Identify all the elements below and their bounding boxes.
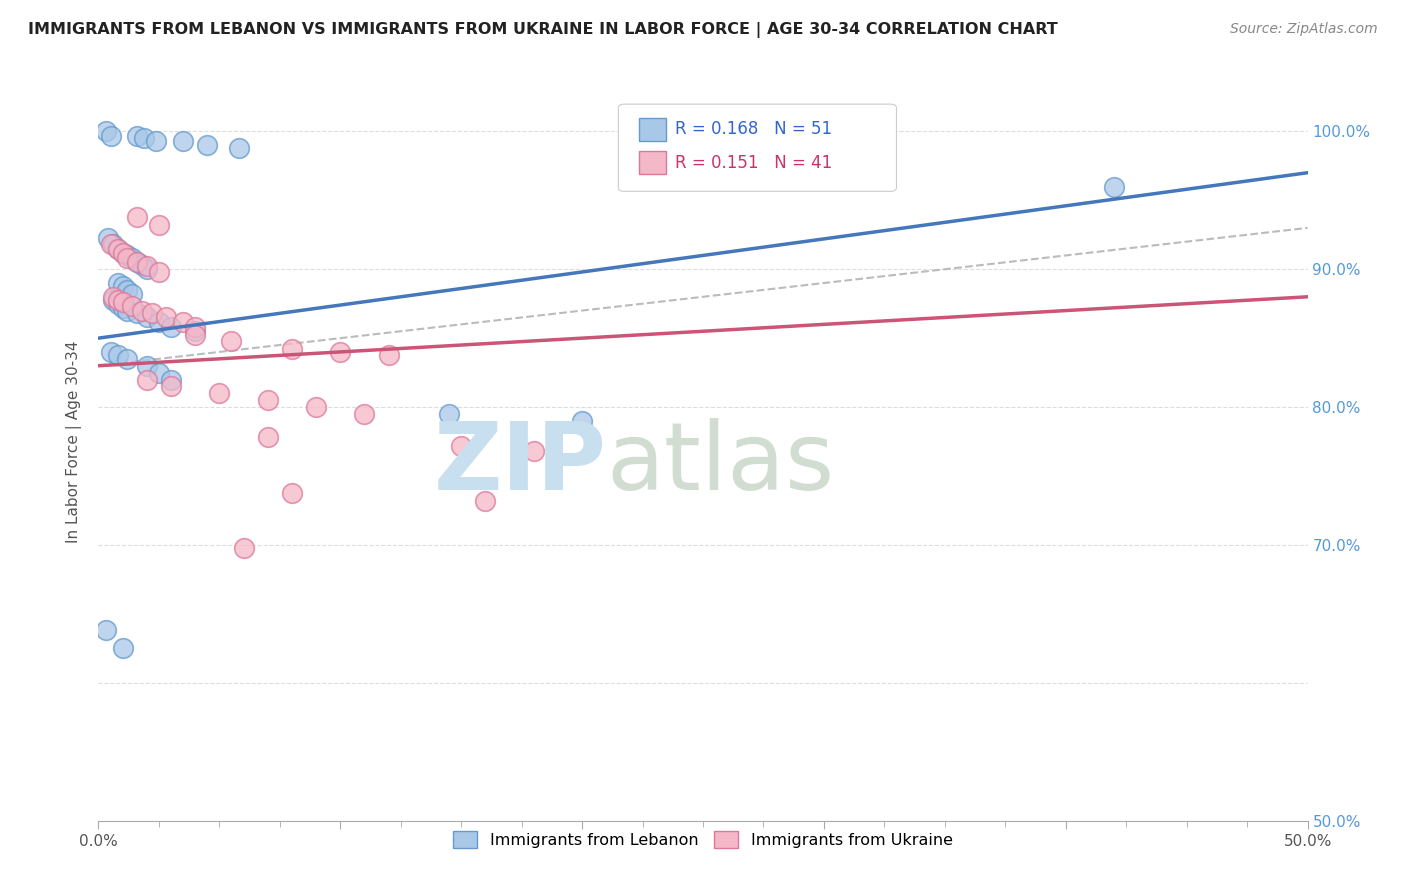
Point — [127, 210, 149, 224]
Point — [172, 315, 194, 329]
Point — [148, 366, 170, 380]
Text: R = 0.168   N = 51: R = 0.168 N = 51 — [675, 120, 832, 138]
Point — [117, 283, 139, 297]
Point — [160, 379, 183, 393]
Point — [117, 251, 139, 265]
Point — [134, 131, 156, 145]
Point — [111, 641, 134, 656]
Point — [232, 541, 254, 555]
Point — [135, 260, 157, 274]
Point — [127, 306, 149, 320]
Point — [437, 407, 460, 421]
Point — [172, 134, 194, 148]
Point — [101, 290, 124, 304]
Point — [100, 237, 122, 252]
Point — [135, 359, 157, 373]
Point — [353, 407, 375, 421]
Point — [107, 293, 129, 307]
Point — [127, 255, 149, 269]
Point — [329, 345, 352, 359]
Y-axis label: In Labor Force | Age 30-34: In Labor Force | Age 30-34 — [66, 340, 83, 543]
Text: IMMIGRANTS FROM LEBANON VS IMMIGRANTS FROM UKRAINE IN LABOR FORCE | AGE 30-34 CO: IMMIGRANTS FROM LEBANON VS IMMIGRANTS FR… — [28, 22, 1057, 38]
Point — [141, 306, 163, 320]
Point — [195, 138, 218, 153]
Point — [474, 493, 496, 508]
Text: atlas: atlas — [606, 418, 835, 510]
Point — [107, 242, 129, 256]
Point — [127, 128, 149, 143]
Point — [228, 141, 250, 155]
Point — [117, 248, 139, 262]
Point — [135, 372, 157, 386]
Point — [100, 345, 122, 359]
Point — [131, 303, 153, 318]
Point — [101, 237, 124, 252]
Point — [221, 334, 243, 348]
Point — [117, 351, 139, 366]
Point — [107, 242, 129, 256]
Point — [148, 265, 170, 279]
Point — [121, 251, 143, 265]
Point — [155, 310, 177, 325]
Point — [160, 372, 183, 386]
Point — [184, 320, 207, 334]
Point — [160, 320, 183, 334]
Point — [184, 328, 207, 343]
Point — [101, 293, 124, 307]
Text: ZIP: ZIP — [433, 418, 606, 510]
Point — [571, 414, 593, 428]
Point — [281, 342, 304, 356]
Point — [117, 303, 139, 318]
Point — [148, 218, 170, 232]
Point — [127, 255, 149, 269]
Point — [305, 400, 328, 414]
Point — [256, 430, 278, 444]
Point — [111, 301, 134, 315]
Point — [97, 230, 120, 244]
FancyBboxPatch shape — [638, 151, 665, 174]
Point — [184, 324, 207, 338]
Point — [94, 624, 117, 638]
Legend: Immigrants from Lebanon, Immigrants from Ukraine: Immigrants from Lebanon, Immigrants from… — [447, 825, 959, 855]
Point — [148, 315, 170, 329]
Point — [450, 439, 472, 453]
Point — [256, 393, 278, 408]
Point — [107, 276, 129, 290]
Point — [281, 485, 304, 500]
Point — [94, 124, 117, 138]
Point — [111, 245, 134, 260]
FancyBboxPatch shape — [638, 118, 665, 141]
Point — [135, 310, 157, 325]
Point — [121, 287, 143, 301]
Point — [107, 296, 129, 310]
Point — [100, 128, 122, 143]
Point — [111, 295, 134, 310]
FancyBboxPatch shape — [619, 104, 897, 191]
Text: R = 0.151   N = 41: R = 0.151 N = 41 — [675, 153, 832, 171]
Point — [145, 134, 167, 148]
Point — [377, 348, 399, 362]
Point — [131, 258, 153, 272]
Point — [523, 444, 546, 458]
Point — [135, 262, 157, 277]
Point — [107, 348, 129, 362]
Point — [208, 386, 231, 401]
Text: Source: ZipAtlas.com: Source: ZipAtlas.com — [1230, 22, 1378, 37]
Point — [1102, 179, 1125, 194]
Point — [111, 278, 134, 293]
Point — [111, 245, 134, 260]
Point — [121, 300, 143, 314]
